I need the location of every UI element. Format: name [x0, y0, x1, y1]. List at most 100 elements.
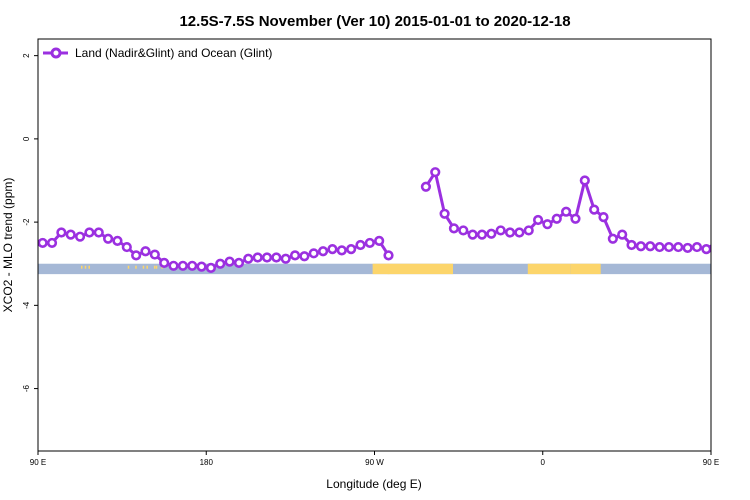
data-point — [140, 246, 151, 257]
land-speck — [142, 265, 145, 269]
data-point — [561, 206, 572, 217]
land-speck — [146, 265, 148, 269]
data-point — [635, 241, 646, 252]
x-tick-label: 0 — [541, 458, 546, 467]
data-point — [121, 241, 132, 253]
data-point — [710, 240, 711, 245]
land-speck — [155, 265, 158, 269]
data-point — [673, 241, 684, 253]
data-point — [542, 219, 553, 230]
data-point — [448, 223, 460, 234]
data-point — [261, 252, 273, 263]
data-point — [103, 233, 114, 244]
data-point — [731, 229, 739, 237]
data-point — [626, 239, 637, 251]
data-point — [280, 253, 291, 264]
land-speck — [88, 265, 90, 269]
data-point — [589, 204, 600, 215]
chart-title: 12.5S-7.5S November (Ver 10) 2015-01-01 … — [179, 13, 570, 30]
data-point — [458, 225, 469, 236]
data-point — [430, 167, 441, 178]
y-axis-label: XCO2 - MLO trend (ppm) — [1, 178, 15, 313]
land-segment — [387, 263, 454, 275]
data-point — [532, 214, 544, 226]
data-point — [177, 260, 188, 271]
data-point — [654, 241, 665, 253]
data-point — [196, 261, 207, 272]
legend-label: Land (Nadir&Glint) and Ocean (Glint) — [75, 46, 272, 60]
data-point — [84, 227, 95, 238]
series-layer — [38, 167, 739, 273]
land-speck — [135, 265, 137, 269]
land-speck — [153, 265, 156, 269]
data-point — [420, 181, 432, 192]
data-point — [56, 227, 67, 238]
land-segment — [570, 263, 601, 275]
land-segment — [527, 263, 571, 275]
data-point — [271, 252, 282, 263]
data-point — [205, 262, 217, 273]
data-point — [38, 237, 48, 249]
data-point — [224, 256, 235, 267]
data-point — [663, 241, 675, 253]
y-tick-label: 0 — [22, 136, 31, 141]
data-point — [112, 235, 123, 246]
legend-marker — [50, 47, 62, 59]
data-point — [299, 251, 310, 262]
y-tick-label: -6 — [22, 384, 31, 392]
data-point — [289, 250, 301, 261]
data-point — [383, 250, 394, 261]
data-point — [243, 253, 254, 264]
x-axis-label: Longitude (deg E) — [326, 477, 421, 491]
x-tick-label: 90 W — [365, 458, 384, 467]
series-line — [424, 170, 711, 251]
data-point — [346, 244, 357, 255]
x-tick-label: 90 E — [703, 458, 719, 467]
data-point — [504, 227, 516, 238]
data-point — [317, 246, 329, 257]
y-tick-label: -2 — [22, 218, 31, 226]
data-point — [93, 227, 104, 238]
land-speck — [127, 265, 130, 269]
data-point — [570, 213, 581, 224]
land-speck — [84, 265, 87, 269]
plot-frame — [37, 38, 712, 452]
data-point — [168, 260, 179, 271]
data-point — [252, 252, 263, 263]
legend: Land (Nadir&Glint) and Ocean (Glint) — [43, 46, 272, 60]
x-axis: 90 E 180 90 W 0 90 E — [30, 451, 719, 467]
data-point — [374, 235, 385, 246]
data-point — [336, 245, 347, 256]
data-point — [701, 244, 711, 255]
data-point — [159, 257, 170, 268]
data-point — [149, 249, 160, 260]
data-point — [233, 257, 245, 268]
data-point — [364, 237, 375, 249]
data-point — [46, 237, 58, 249]
data-point — [617, 229, 628, 240]
data-point — [65, 229, 76, 240]
data-point — [439, 208, 450, 219]
data-point — [495, 225, 506, 236]
land-segment — [372, 263, 390, 275]
data-point — [486, 228, 497, 239]
data-point — [523, 225, 534, 236]
data-point — [682, 242, 693, 254]
data-point — [607, 233, 618, 244]
data-point — [308, 248, 319, 259]
x-tick-label: 180 — [200, 458, 214, 467]
land-speck — [80, 265, 83, 269]
data-point — [74, 231, 86, 242]
data-point — [551, 213, 562, 224]
data-point — [187, 260, 198, 271]
y-axis: 2 0 -2 -4 -6 — [22, 53, 38, 392]
data-point — [355, 239, 366, 251]
data-point — [579, 175, 590, 186]
data-point — [215, 258, 226, 269]
data-point — [691, 241, 703, 253]
data-point — [476, 229, 488, 240]
data-point — [327, 244, 338, 255]
x-tick-label: 90 E — [30, 458, 46, 467]
data-point — [467, 229, 478, 240]
